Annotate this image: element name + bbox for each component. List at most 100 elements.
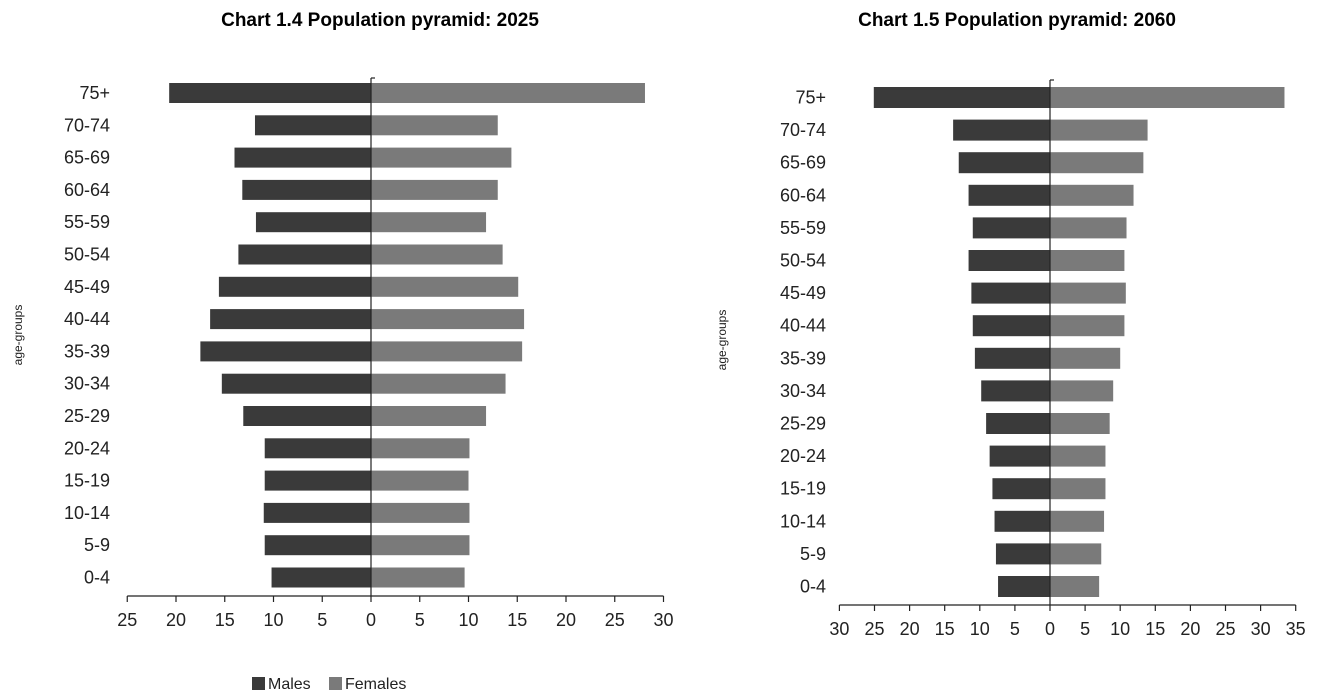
category-label: 35-39 xyxy=(64,341,110,361)
category-label: 75+ xyxy=(79,83,110,103)
x-tick-label: 20 xyxy=(166,610,186,630)
category-label: 20-24 xyxy=(780,446,826,466)
category-label: 30-34 xyxy=(780,381,826,401)
bar-males-60-64 xyxy=(242,179,371,200)
bar-females-35-39 xyxy=(1050,347,1121,369)
bar-males-50-54 xyxy=(238,244,371,265)
bar-females-10-14 xyxy=(1050,510,1105,532)
category-label: 25-29 xyxy=(780,414,826,434)
bar-males-15-19 xyxy=(992,478,1050,500)
category-label: 55-59 xyxy=(780,218,826,238)
bar-males-40-44 xyxy=(972,315,1050,337)
bar-females-30-34 xyxy=(371,373,506,394)
x-tick-label: 25 xyxy=(1215,619,1235,639)
bar-males-0-4 xyxy=(998,576,1050,597)
bar-males-35-39 xyxy=(200,341,371,362)
bar-females-75+ xyxy=(1050,87,1285,108)
x-tick-label: 25 xyxy=(117,610,137,630)
bar-females-65-69 xyxy=(371,147,512,168)
bar-females-50-54 xyxy=(371,244,503,265)
legend-males-swatch xyxy=(252,677,265,690)
category-label: 20-24 xyxy=(64,438,110,458)
category-label: 60-64 xyxy=(64,180,110,200)
x-tick-label: 35 xyxy=(1286,619,1306,639)
bar-females-20-24 xyxy=(371,438,470,459)
bar-males-50-54 xyxy=(968,250,1050,271)
bar-females-0-4 xyxy=(371,567,465,588)
category-label: 30-34 xyxy=(64,374,110,394)
bar-females-20-24 xyxy=(1050,445,1106,467)
bar-males-25-29 xyxy=(243,406,371,426)
chart-2-title: Chart 1.5 Population pyramid: 2060 xyxy=(858,10,1176,31)
bar-males-55-59 xyxy=(255,212,371,233)
legend-males-label: Males xyxy=(268,676,311,693)
x-tick-label: 25 xyxy=(864,619,884,639)
legend-females-swatch xyxy=(329,677,342,690)
bar-males-70-74 xyxy=(953,119,1050,141)
x-tick-label: 20 xyxy=(556,610,576,630)
bar-females-55-59 xyxy=(1050,217,1127,239)
category-label: 70-74 xyxy=(780,120,826,140)
x-tick-label: 30 xyxy=(653,610,673,630)
bar-males-20-24 xyxy=(264,438,371,459)
bar-females-40-44 xyxy=(371,309,525,330)
bar-females-70-74 xyxy=(371,115,498,136)
bar-females-75+ xyxy=(371,83,645,103)
x-tick-label: 15 xyxy=(1145,619,1165,639)
chart-1-y-axis-label: age-groups xyxy=(11,305,25,366)
x-tick-label: 10 xyxy=(263,610,283,630)
bar-females-5-9 xyxy=(1050,543,1102,565)
bar-females-65-69 xyxy=(1050,152,1144,174)
bar-males-5-9 xyxy=(264,535,371,556)
bar-females-30-34 xyxy=(1050,380,1114,402)
category-label: 70-74 xyxy=(64,115,110,135)
x-tick-label: 30 xyxy=(829,619,849,639)
bar-males-0-4 xyxy=(271,567,371,588)
bar-females-50-54 xyxy=(1050,250,1125,271)
category-label: 25-29 xyxy=(64,406,110,426)
bar-females-60-64 xyxy=(371,179,498,200)
x-tick-label: 20 xyxy=(900,619,920,639)
bar-females-35-39 xyxy=(371,341,523,362)
bar-females-15-19 xyxy=(1050,478,1106,500)
bar-males-15-19 xyxy=(264,470,371,491)
category-label: 65-69 xyxy=(780,153,826,173)
chart-2-plot: 75+ 70-74 65-69 60-64 55-59 50-54 45-49 40-44 35… xyxy=(780,79,1306,639)
x-tick-label: 15 xyxy=(507,610,527,630)
x-tick-label: 15 xyxy=(935,619,955,639)
bar-females-10-14 xyxy=(371,502,470,523)
category-label: 75+ xyxy=(795,88,826,108)
category-label: 55-59 xyxy=(64,212,110,232)
bar-females-45-49 xyxy=(371,276,519,297)
bar-females-55-59 xyxy=(371,212,487,233)
bar-males-5-9 xyxy=(995,543,1050,565)
legend-females-label: Females xyxy=(345,676,406,693)
chart-2-y-axis-label: age-groups xyxy=(715,310,729,371)
bar-males-65-69 xyxy=(958,152,1050,174)
x-tick-label: 0 xyxy=(366,610,376,630)
bar-males-10-14 xyxy=(263,502,371,523)
bar-males-65-69 xyxy=(234,147,371,168)
bar-females-15-19 xyxy=(371,470,469,491)
chart-1-plot: 75+ 70-74 65-69 60-64 55-59 50-54 45-49 40-44 35… xyxy=(64,77,674,630)
x-tick-label: 5 xyxy=(1080,619,1090,639)
bar-females-0-4 xyxy=(1050,576,1100,597)
x-tick-label: 0 xyxy=(1045,619,1055,639)
category-label: 15-19 xyxy=(64,471,110,491)
x-tick-label: 25 xyxy=(605,610,625,630)
category-label: 10-14 xyxy=(780,511,826,531)
bar-females-60-64 xyxy=(1050,184,1134,206)
x-tick-label: 10 xyxy=(1110,619,1130,639)
bar-males-55-59 xyxy=(972,217,1050,239)
category-label: 50-54 xyxy=(780,251,826,271)
bar-males-45-49 xyxy=(218,276,371,297)
legend: Males Females xyxy=(252,676,406,693)
x-tick-label: 10 xyxy=(970,619,990,639)
category-label: 60-64 xyxy=(780,185,826,205)
x-tick-label: 15 xyxy=(215,610,235,630)
x-tick-label: 20 xyxy=(1180,619,1200,639)
x-tick-label: 5 xyxy=(1010,619,1020,639)
category-label: 45-49 xyxy=(780,283,826,303)
x-tick-label: 5 xyxy=(415,610,425,630)
bar-females-45-49 xyxy=(1050,282,1126,304)
